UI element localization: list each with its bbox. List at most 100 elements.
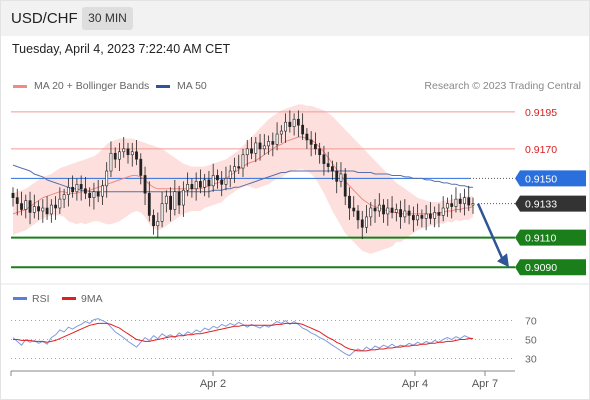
candle xyxy=(441,207,445,216)
candle xyxy=(356,210,360,221)
symbol-label: USD/CHF xyxy=(11,10,78,27)
candle xyxy=(75,184,79,193)
candle xyxy=(250,148,253,154)
candle xyxy=(28,200,32,213)
candle xyxy=(211,175,215,187)
ma9-legend-label: 9MA xyxy=(81,293,103,305)
candle xyxy=(186,184,190,191)
candle xyxy=(394,209,398,213)
candle xyxy=(143,175,147,194)
timestamp: Tuesday, April 4, 2023 7:22:40 AM CET xyxy=(12,42,231,56)
candle xyxy=(122,148,126,153)
candle xyxy=(20,203,23,210)
candle xyxy=(271,141,275,145)
ma20-swatch xyxy=(13,84,27,88)
candle xyxy=(203,179,207,188)
pivot-tag xyxy=(515,170,586,187)
candle xyxy=(254,142,258,154)
candle xyxy=(245,148,249,156)
legend-ma20: MA 20 + Bollinger Bands xyxy=(13,80,149,92)
candle xyxy=(49,204,53,215)
candle xyxy=(96,191,100,197)
rsi-legend: RSI 9MA xyxy=(13,293,103,305)
rsi-tick-label: 50 xyxy=(525,335,537,347)
candle xyxy=(424,213,428,219)
candle xyxy=(105,170,109,187)
candle xyxy=(45,207,49,215)
candle xyxy=(237,166,241,169)
x-tick-label: Apr 4 xyxy=(402,378,428,390)
resistance-label: 0.9195 xyxy=(525,107,557,119)
candle xyxy=(296,118,300,126)
candle xyxy=(369,207,373,218)
candle xyxy=(92,191,96,198)
candle xyxy=(135,151,138,160)
candle xyxy=(450,203,454,207)
last-price-tag xyxy=(515,195,586,212)
candle xyxy=(454,198,458,207)
candle xyxy=(467,197,471,206)
candle xyxy=(373,207,377,212)
candle xyxy=(463,197,466,204)
candle xyxy=(279,130,283,135)
candle xyxy=(164,195,168,204)
candle xyxy=(403,210,407,218)
candle xyxy=(24,200,28,210)
x-tick-label: Apr 7 xyxy=(472,378,498,390)
interval-button[interactable]: 30 MIN xyxy=(82,7,133,30)
support-tag xyxy=(515,259,586,276)
ma9-swatch xyxy=(62,297,76,300)
ma50-line xyxy=(12,164,473,193)
candle xyxy=(177,191,181,206)
candle xyxy=(352,207,356,212)
candle xyxy=(258,142,262,150)
candle xyxy=(301,124,305,135)
candle xyxy=(335,170,339,182)
candle xyxy=(11,192,15,198)
candle xyxy=(348,195,351,209)
candle xyxy=(411,215,415,221)
candle xyxy=(390,207,394,213)
bollinger-band xyxy=(13,104,473,254)
candle xyxy=(420,215,424,219)
support-label: 0.9090 xyxy=(525,262,557,274)
candle xyxy=(66,187,70,195)
candle xyxy=(377,204,381,212)
candle xyxy=(322,154,326,164)
candle xyxy=(437,212,441,216)
rsi-swatch xyxy=(13,297,27,300)
candle xyxy=(101,185,104,197)
support-tag xyxy=(515,229,586,246)
candle xyxy=(181,189,185,206)
pivot-label: 0.9150 xyxy=(525,173,557,185)
candle xyxy=(37,206,40,212)
candle xyxy=(84,188,87,194)
candle xyxy=(446,203,449,209)
candle xyxy=(365,216,368,228)
ma20-legend-label: MA 20 + Bollinger Bands xyxy=(34,80,150,92)
candle xyxy=(331,166,334,172)
candle xyxy=(160,203,164,222)
candle xyxy=(262,145,266,150)
candle xyxy=(199,181,202,188)
candle xyxy=(216,175,219,181)
candle xyxy=(130,151,134,156)
candle xyxy=(228,170,232,179)
candle xyxy=(15,197,19,204)
candle xyxy=(284,121,287,132)
candle xyxy=(267,141,270,147)
candle xyxy=(118,151,121,160)
ma50-legend-label: MA 50 xyxy=(177,80,207,92)
candle xyxy=(458,198,462,204)
chart-header: USD/CHF 30 MIN xyxy=(0,0,590,36)
candle xyxy=(169,195,172,210)
candles xyxy=(11,110,475,240)
candle xyxy=(109,152,113,172)
candle xyxy=(152,215,155,227)
candle xyxy=(288,121,292,127)
legend-ma50: MA 50 xyxy=(156,80,207,92)
forecast-arrow-head xyxy=(497,253,509,268)
candle xyxy=(233,166,236,172)
candle xyxy=(71,187,75,193)
